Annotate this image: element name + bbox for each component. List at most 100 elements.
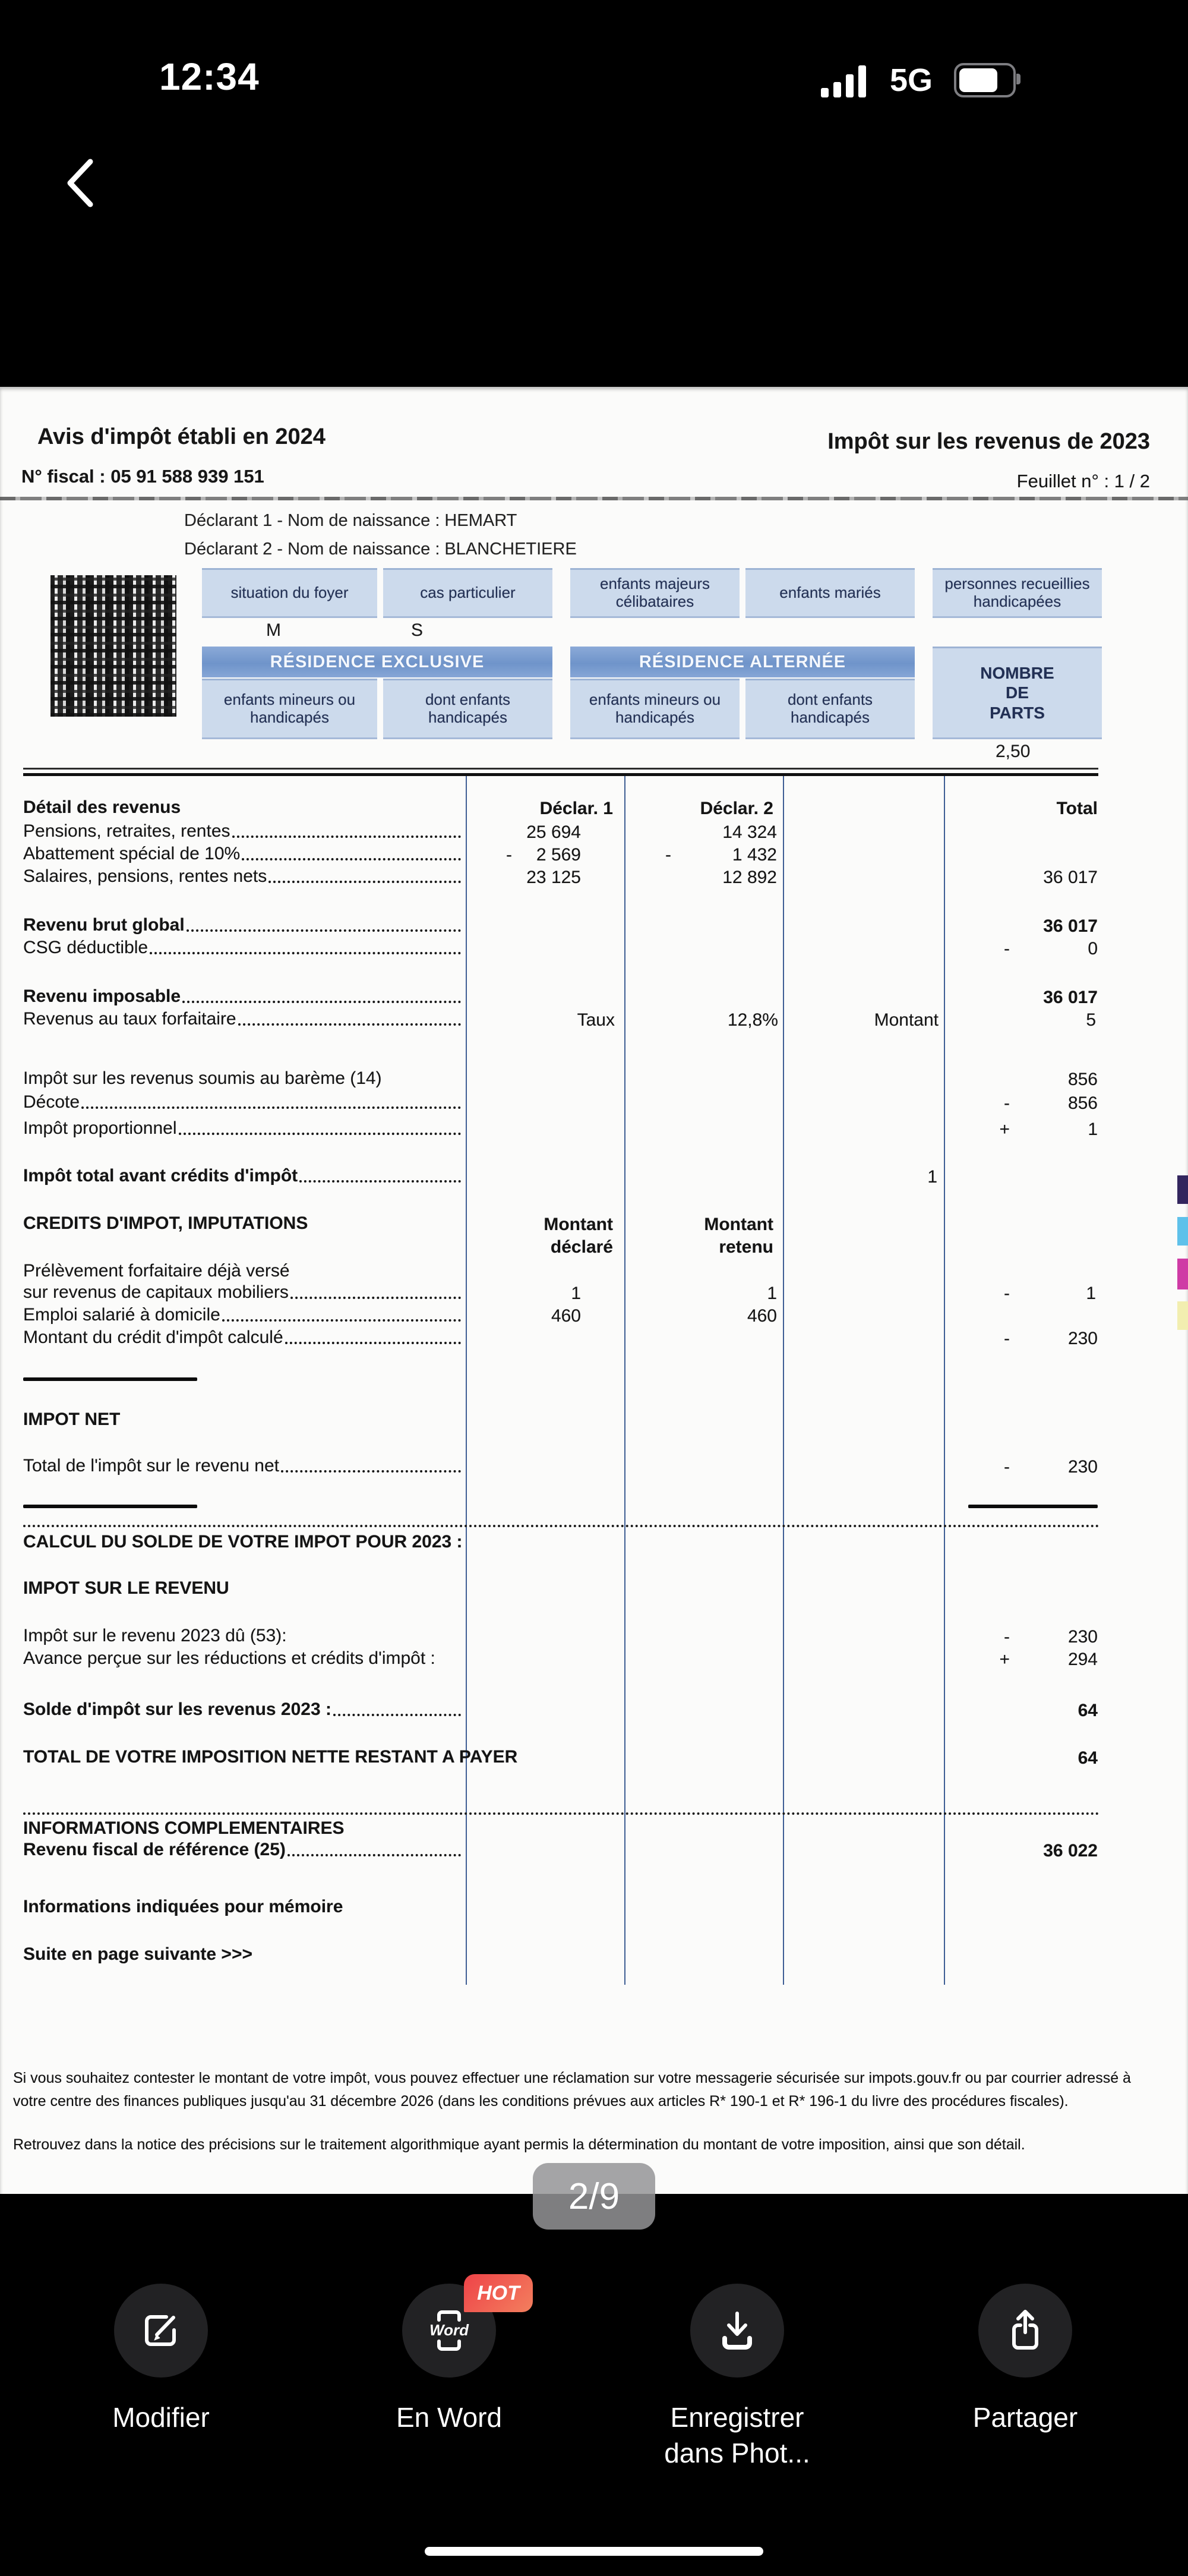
- foyer-header-cell: enfants mariés: [745, 568, 915, 618]
- dotted-leader: [299, 1180, 461, 1183]
- cas-particulier-value: S: [411, 620, 424, 640]
- row-value: Montant déclaré: [544, 1215, 613, 1257]
- row-value: 5: [1086, 1010, 1096, 1030]
- dotted-separator: [23, 1525, 1099, 1527]
- residence-exclusive-header: RÉSIDENCE EXCLUSIVE: [202, 647, 552, 677]
- row-value: 1: [571, 1284, 581, 1303]
- row-label: Impôt sur le revenu 2023 dû (53):: [23, 1626, 287, 1645]
- row-value: -: [1004, 1457, 1010, 1477]
- row-value: 25 694: [526, 822, 581, 842]
- table-row: TOTAL DE VOTRE IMPOSITION NETTE RESTANT …: [0, 1747, 1188, 1771]
- back-button[interactable]: [59, 153, 101, 213]
- row-label: INFORMATIONS COMPLEMENTAIRES: [23, 1818, 345, 1838]
- row-label: Revenu fiscal de référence (25): [23, 1840, 286, 1859]
- table-row: IMPOT NET: [0, 1410, 1188, 1433]
- row-label: Revenus au taux forfaitaire: [23, 1009, 236, 1029]
- table-row: Salaires, pensions, rentes nets 23 125 12 …: [0, 866, 1188, 890]
- row-value: Montant retenu: [704, 1215, 773, 1257]
- dotted-leader: [287, 1853, 461, 1856]
- table-row: Montant du crédit d'impôt calculé - 230: [0, 1328, 1188, 1351]
- color-tab: [1177, 1259, 1188, 1289]
- dotted-leader: [280, 1470, 461, 1473]
- foyer-header-cell: situation du foyer: [202, 568, 377, 618]
- total-underline: [968, 1505, 1098, 1508]
- document-title: Avis d'impôt établi en 2024: [37, 424, 326, 449]
- row-label: Solde d'impôt sur les revenus 2023 :: [23, 1700, 331, 1719]
- dotted-separator: [23, 1812, 1099, 1815]
- row-label: CREDITS D'IMPOT, IMPUTATIONS: [23, 1213, 308, 1233]
- table-top-rule: [23, 773, 1098, 776]
- home-indicator[interactable]: [425, 2547, 763, 2556]
- row-label: Emploi salarié à domicile: [23, 1305, 220, 1325]
- row-value: Taux: [577, 1010, 615, 1030]
- row-value: Montant: [874, 1010, 939, 1030]
- row-value: 294: [1067, 1650, 1098, 1669]
- table-row: IMPOT SUR LE REVENU: [0, 1578, 1188, 1602]
- table-row: Impôt total avant crédits d'impôt 1: [0, 1166, 1188, 1190]
- share-icon: [1012, 2310, 1038, 2350]
- edit-button[interactable]: Modifier: [72, 2284, 250, 2436]
- row-label: Revenu imposable: [23, 986, 181, 1006]
- declarant-1: Déclarant 1 - Nom de naissance : HEMART: [184, 511, 517, 530]
- table-row: CSG déductible - 0: [0, 938, 1188, 961]
- row-label: Informations indiquées pour mémoire: [23, 1897, 343, 1916]
- row-label: Impôt proportionnel: [23, 1118, 177, 1138]
- row-label: Salaires, pensions, rentes nets: [23, 866, 267, 886]
- row-value: 12,8%: [727, 1010, 778, 1030]
- svg-text:Word: Word: [429, 2321, 469, 2339]
- foyer-header-cell: personnes recueillies handicapées: [933, 568, 1102, 618]
- status-time: 12:34: [159, 55, 260, 98]
- color-tab: [1177, 1175, 1188, 1204]
- residence-sub-cell: enfants mineurs ou handicapés: [202, 679, 377, 739]
- table-row: Total de l'impôt sur le revenu net - 230: [0, 1456, 1188, 1480]
- table-column-line: [466, 776, 467, 1985]
- network-type-label: 5G: [890, 62, 933, 98]
- table-row: Revenu imposable 36 017: [0, 986, 1188, 1010]
- table-row: Prélèvement forfaitaire déjà versé: [0, 1261, 1188, 1285]
- situation-value: M: [266, 620, 281, 640]
- table-row: Décote - 856: [0, 1092, 1188, 1116]
- row-value: 12 892: [722, 868, 777, 887]
- table-row: sur revenus de capitaux mobiliers 1 1 - 1: [0, 1282, 1188, 1306]
- share-button-label: Partager: [972, 2402, 1078, 2433]
- dotted-leader: [186, 929, 461, 932]
- table-row: INFORMATIONS COMPLEMENTAIRES: [0, 1818, 1188, 1842]
- row-label: CSG déductible: [23, 938, 148, 957]
- table-row: Pensions, retraites, rentes 25 694 14 324: [0, 821, 1188, 845]
- row-value: -: [506, 845, 512, 865]
- scan-artifact-line: [0, 497, 1188, 500]
- row-value: 36 017: [1043, 916, 1098, 936]
- row-label: IMPOT NET: [23, 1410, 121, 1429]
- row-label: Montant du crédit d'impôt calculé: [23, 1328, 283, 1347]
- row-value: -: [1004, 1627, 1010, 1647]
- word-icon: Word: [429, 2310, 469, 2351]
- dotted-leader: [242, 857, 461, 860]
- share-button[interactable]: Partager: [936, 2284, 1114, 2436]
- table-row: Impôt proportionnel +1: [0, 1118, 1188, 1142]
- table-row: Avance perçue sur les réductions et créd…: [0, 1648, 1188, 1672]
- table-row: Solde d'impôt sur les revenus 2023 : 64: [0, 1700, 1188, 1723]
- color-tab: [1177, 1301, 1188, 1330]
- row-value: 36 017: [1043, 988, 1098, 1007]
- to-word-button[interactable]: Word HOT En Word: [360, 2274, 538, 2436]
- table-row: CREDITS D'IMPOT, IMPUTATIONS Montant décl…: [0, 1213, 1188, 1257]
- row-value: 2 569: [536, 845, 581, 865]
- cellular-signal-icon: [821, 64, 878, 97]
- download-icon: [722, 2312, 752, 2350]
- save-to-photos-button[interactable]: Enregistrer dans Phot...: [648, 2284, 826, 2471]
- table-column-line: [783, 776, 784, 1985]
- row-value: 1: [1086, 1284, 1096, 1303]
- row-value: -: [665, 845, 671, 865]
- dotted-leader: [81, 1106, 461, 1109]
- row-label: Impôt sur les revenus soumis au barème (…: [23, 1068, 382, 1088]
- datamatrix-barcode: [50, 575, 176, 717]
- row-value: Déclar. 2: [700, 799, 773, 818]
- nombre-parts-header: NOMBRE DE PARTS: [933, 647, 1102, 739]
- fiscal-number: N° fiscal : 05 91 588 939 151: [21, 466, 264, 487]
- row-value: 64: [1078, 1701, 1098, 1720]
- row-label: Avance perçue sur les réductions et créd…: [23, 1648, 435, 1668]
- row-value: -: [1004, 939, 1010, 958]
- table-column-line: [944, 776, 945, 1985]
- row-label: Détail des revenus: [23, 797, 181, 817]
- row-value: 230: [1067, 1627, 1098, 1647]
